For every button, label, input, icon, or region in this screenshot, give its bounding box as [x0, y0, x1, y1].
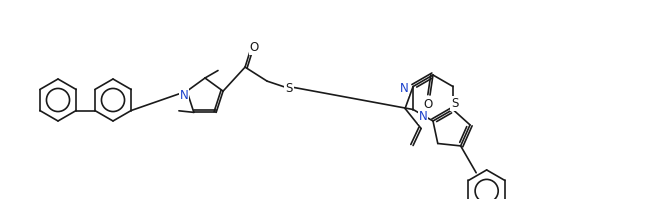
Text: N: N — [399, 82, 409, 95]
Text: S: S — [285, 82, 293, 95]
Text: O: O — [250, 41, 259, 54]
Text: O: O — [423, 98, 432, 110]
Text: N: N — [419, 110, 427, 124]
Text: S: S — [451, 97, 459, 110]
Text: N: N — [179, 89, 189, 102]
